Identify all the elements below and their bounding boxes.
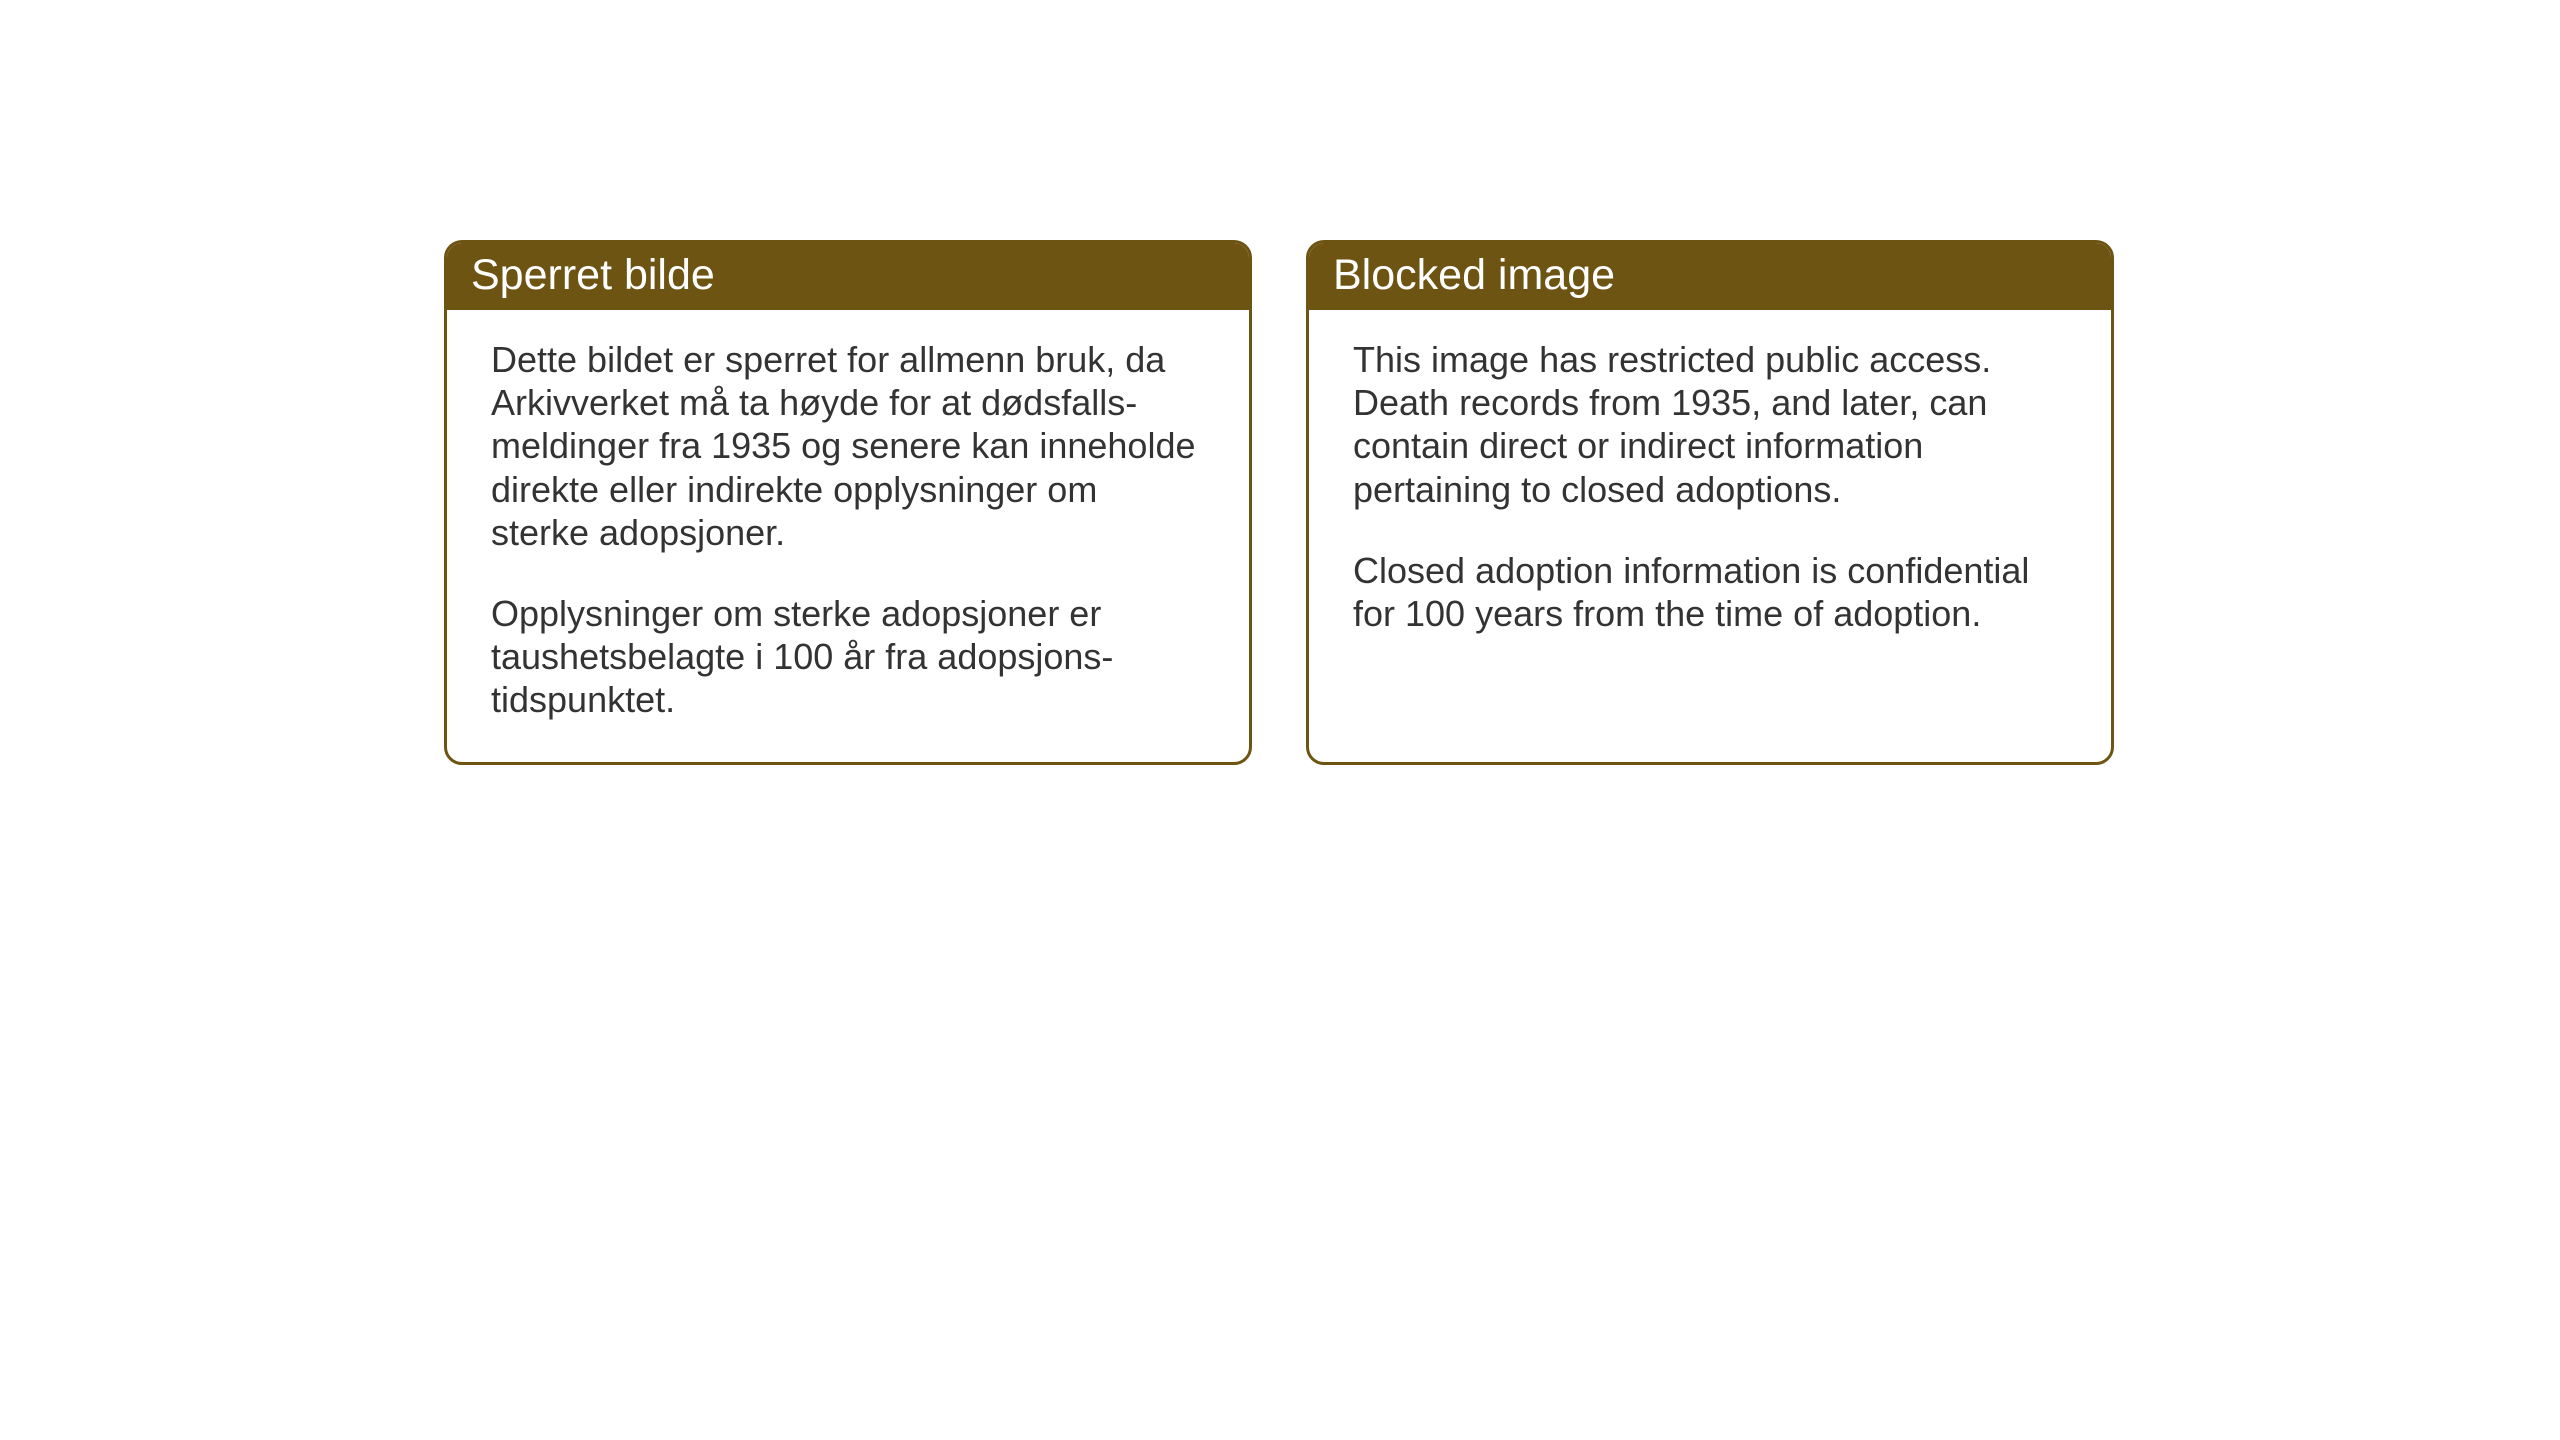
english-notice-card: Blocked image This image has restricted …: [1306, 240, 2114, 765]
english-paragraph-1: This image has restricted public access.…: [1353, 338, 2067, 511]
norwegian-paragraph-2: Opplysninger om sterke adopsjoner er tau…: [491, 592, 1205, 722]
norwegian-card-title: Sperret bilde: [447, 243, 1249, 310]
english-card-title: Blocked image: [1309, 243, 2111, 310]
notice-cards-container: Sperret bilde Dette bildet er sperret fo…: [444, 240, 2114, 765]
english-paragraph-2: Closed adoption information is confident…: [1353, 549, 2067, 635]
norwegian-card-body: Dette bildet er sperret for allmenn bruk…: [447, 310, 1249, 762]
norwegian-notice-card: Sperret bilde Dette bildet er sperret fo…: [444, 240, 1252, 765]
norwegian-paragraph-1: Dette bildet er sperret for allmenn bruk…: [491, 338, 1205, 554]
english-card-body: This image has restricted public access.…: [1309, 310, 2111, 740]
